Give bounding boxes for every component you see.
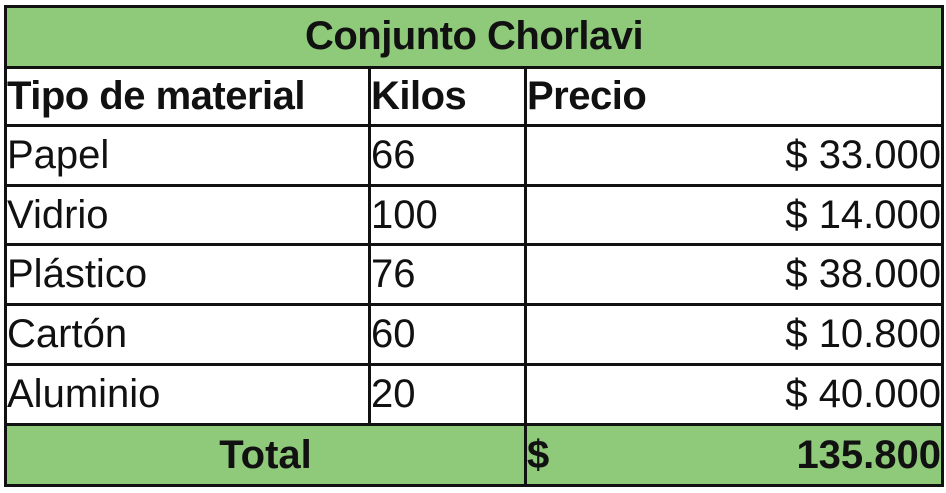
table-title: Conjunto Chorlavi: [3, 5, 945, 69]
total-label: Total: [4, 423, 527, 487]
material-cell: Aluminio: [4, 363, 371, 427]
table-row: Papel 66 $ 33.000: [4, 123, 945, 187]
column-header-precio: Precio: [523, 65, 945, 127]
header-row: Tipo de material Kilos Precio: [4, 65, 945, 127]
precio-cell: $ 10.800: [523, 303, 945, 367]
total-currency: $: [527, 432, 550, 477]
column-header-kilos: Kilos: [368, 65, 527, 127]
table-row: Aluminio 20 $ 40.000: [4, 363, 945, 427]
total-value-cell: $ 135.800: [523, 423, 945, 487]
kilos-cell: 60: [368, 303, 527, 367]
kilos-cell: 66: [368, 123, 527, 187]
kilos-cell: 100: [368, 183, 527, 247]
material-cell: Vidrio: [4, 183, 371, 247]
table-row: Vidrio 100 $ 14.000: [4, 183, 945, 247]
table-row: Plástico 76 $ 38.000: [4, 243, 945, 307]
material-table: Conjunto Chorlavi Tipo de material Kilos…: [3, 5, 945, 487]
material-cell: Cartón: [4, 303, 371, 367]
table-row: Cartón 60 $ 10.800: [4, 303, 945, 367]
material-cell: Plástico: [4, 243, 371, 307]
kilos-cell: 76: [368, 243, 527, 307]
precio-cell: $ 40.000: [523, 363, 945, 427]
total-amount: 135.800: [796, 432, 942, 477]
title-row: Conjunto Chorlavi: [3, 5, 945, 69]
column-header-material: Tipo de material: [4, 65, 371, 127]
precio-cell: $ 38.000: [523, 243, 945, 307]
material-cell: Papel: [4, 123, 371, 187]
total-row: Total $ 135.800: [4, 423, 945, 487]
precio-cell: $ 14.000: [523, 183, 945, 247]
precio-cell: $ 33.000: [523, 123, 945, 187]
kilos-cell: 20: [368, 363, 527, 427]
